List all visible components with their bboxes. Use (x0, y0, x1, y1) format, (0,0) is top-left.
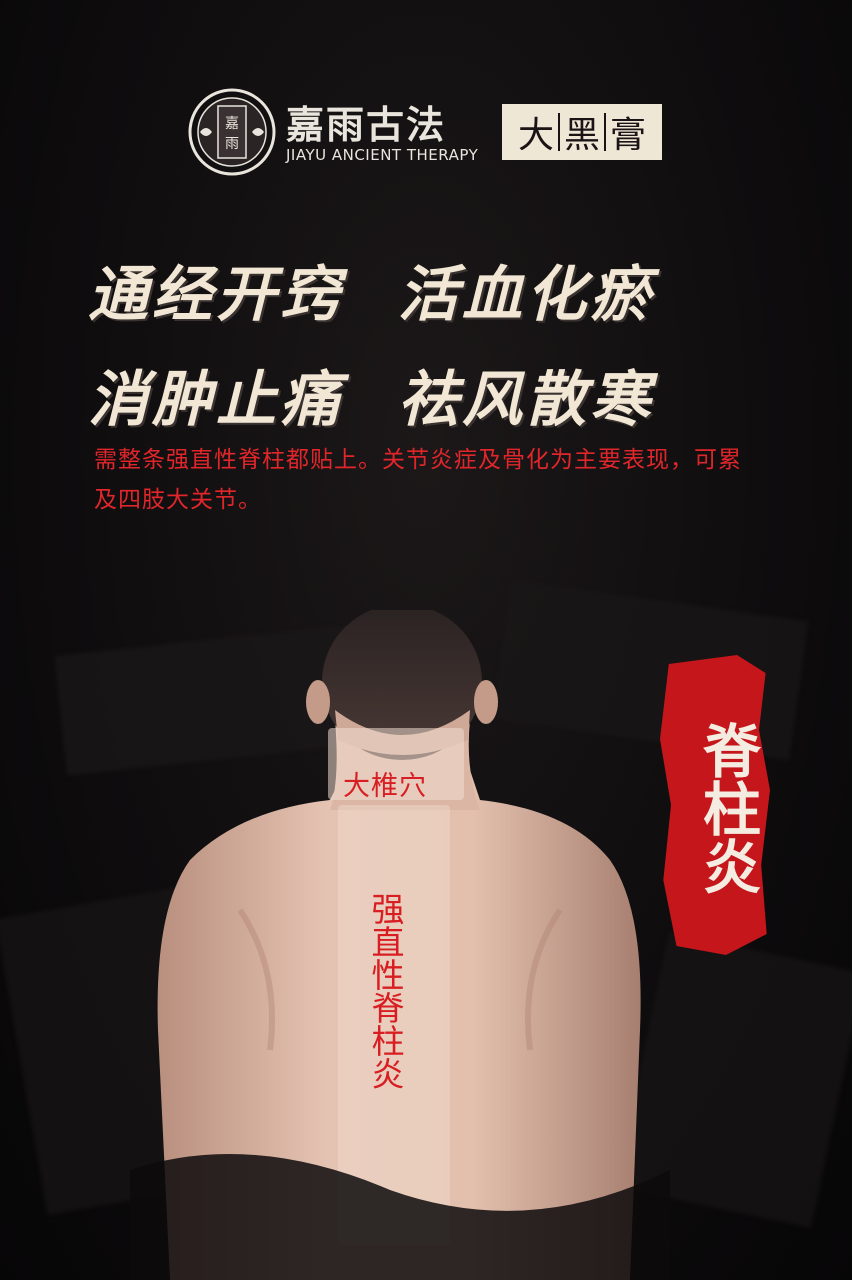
condition-tag: 脊柱炎 (660, 655, 770, 955)
headline-phrase: 祛风散寒 (398, 365, 654, 435)
divider (557, 113, 560, 151)
svg-text:嘉: 嘉 (225, 116, 239, 132)
red-brush-stroke (660, 655, 770, 955)
acupoint-label: 大椎穴 (343, 771, 427, 802)
product-name-box: 大 黑 膏 (502, 104, 662, 160)
header: 嘉 雨 嘉雨古法 JIAYU ANCIENT THERAPY 大 黑 膏 (0, 88, 852, 184)
condition-tag-text: 脊柱炎 (693, 721, 761, 895)
product-char: 黑 (563, 115, 600, 156)
divider (604, 113, 606, 151)
headline-row: 消肿止痛 祛风散寒 (88, 351, 768, 438)
description-text: 需整条强直性脊柱都贴上。关节炎症及骨化为主要表现，可累及四肢大关节。 (94, 447, 742, 513)
brand-logo-icon: 嘉 雨 (188, 88, 276, 176)
svg-text:雨: 雨 (225, 136, 239, 152)
brand-name: 嘉雨古法 (286, 103, 447, 147)
product-char: 膏 (610, 115, 647, 156)
headline-phrase: 通经开窍 (88, 260, 344, 330)
product-char: 大 (517, 115, 554, 156)
headline: 通经开窍 活血化瘀 消肿止痛 祛风散寒 (88, 246, 768, 456)
headline-phrase: 活血化瘀 (398, 260, 654, 330)
brand-english-name: JIAYU ANCIENT THERAPY (286, 146, 479, 164)
headline-row: 通经开窍 活血化瘀 (88, 246, 768, 333)
back-figure-illustration (130, 610, 670, 1280)
spine-condition-label: 强直性脊柱炎 (366, 892, 405, 1090)
headline-phrase: 消肿止痛 (88, 365, 344, 435)
